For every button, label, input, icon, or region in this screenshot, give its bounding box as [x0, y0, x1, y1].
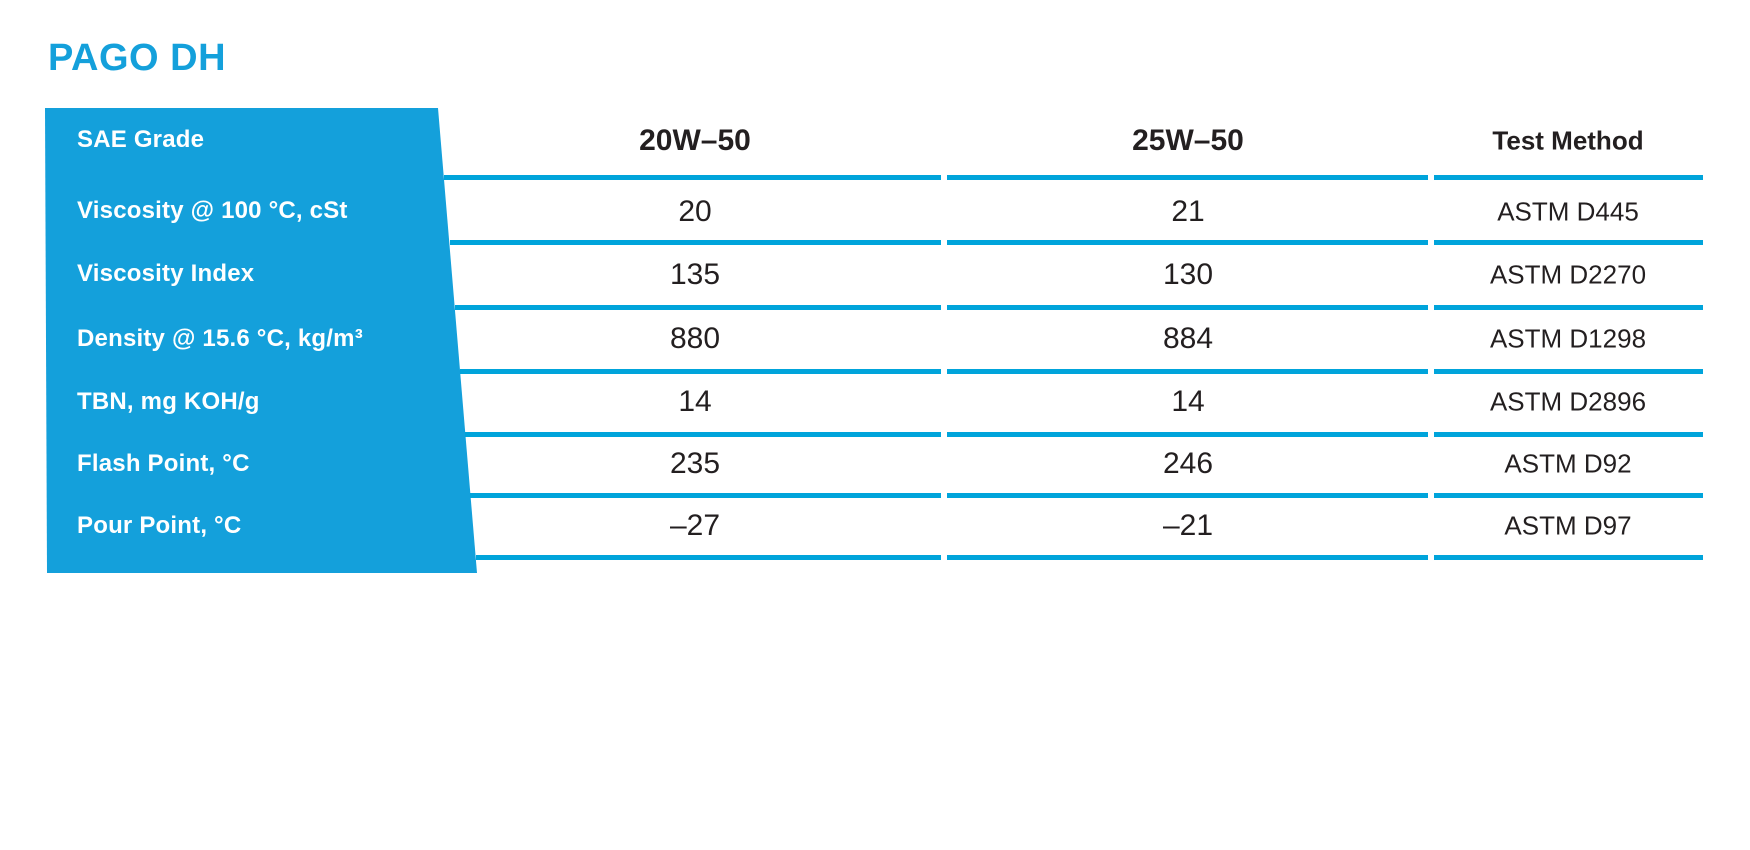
property-label-panel: SAE Grade Viscosity @ 100 °C, cSt Viscos…: [45, 108, 477, 573]
value-tbn-20w50: 14: [678, 385, 712, 418]
value-density-20w50: 880: [669, 322, 721, 355]
value-viscindex-20w50: 135: [669, 258, 721, 291]
value-viscosity100-20w50: 20: [678, 195, 712, 228]
value-pour-25w50: –21: [1162, 509, 1214, 542]
value-tbn-25w50: 14: [1171, 385, 1205, 418]
value-viscindex-25w50: 130: [1162, 258, 1214, 291]
label-density: Density @ 15.6 °C, kg/m³: [77, 325, 363, 352]
value-pour-20w50: –27: [669, 509, 721, 542]
header-grade-20w50: 20W–50: [639, 124, 751, 157]
header-test-method: Test Method: [1492, 125, 1644, 156]
header-grade-25w50: 25W–50: [1132, 124, 1244, 157]
label-viscosity-index: Viscosity Index: [77, 260, 255, 287]
label-pour-point: Pour Point, °C: [77, 512, 242, 539]
value-flash-20w50: 235: [669, 447, 721, 480]
label-tbn: TBN, mg KOH/g: [77, 388, 260, 415]
value-viscosity100-25w50: 21: [1171, 195, 1205, 228]
header-sae-grade: SAE Grade: [77, 126, 205, 153]
method-pour: ASTM D97: [1504, 510, 1632, 541]
label-flash-point: Flash Point, °C: [77, 450, 250, 477]
value-flash-25w50: 246: [1162, 447, 1214, 480]
method-tbn: ASTM D2896: [1489, 386, 1647, 417]
method-viscosity100: ASTM D445: [1497, 196, 1639, 227]
value-density-25w50: 884: [1162, 322, 1214, 355]
method-density: ASTM D1298: [1489, 323, 1647, 354]
method-flash: ASTM D92: [1504, 448, 1632, 479]
product-title: PAGO DH: [48, 37, 227, 79]
label-viscosity-100c: Viscosity @ 100 °C, cSt: [77, 197, 348, 224]
method-viscindex: ASTM D2270: [1489, 259, 1647, 290]
